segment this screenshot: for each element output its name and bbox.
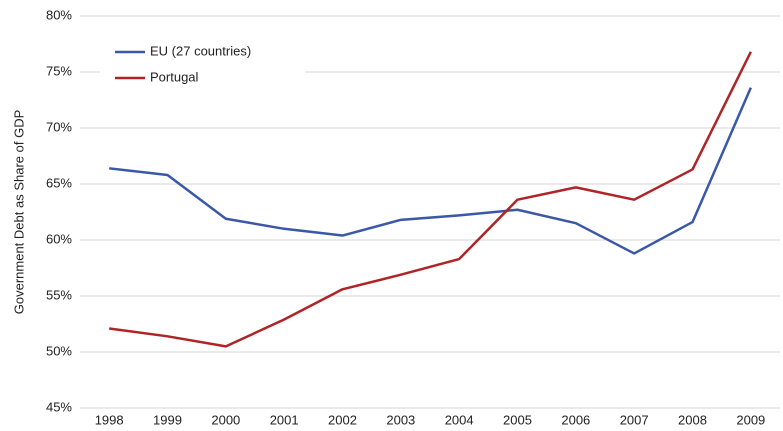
legend: EU (27 countries) Portugal	[100, 36, 305, 94]
x-tick-label: 2005	[503, 412, 532, 427]
y-tick-label: 55%	[46, 287, 72, 302]
legend-label: Portugal	[150, 69, 199, 84]
x-tick-label: 2007	[620, 412, 649, 427]
y-axis-label: Government Debt as Share of GDP	[11, 110, 26, 314]
x-tick-label: 2001	[270, 412, 299, 427]
y-tick-label: 70%	[46, 119, 72, 134]
x-tick-label: 2000	[211, 412, 240, 427]
x-tick-label: 1998	[95, 412, 124, 427]
x-tick-label: 1999	[153, 412, 182, 427]
x-tick-label: 2002	[328, 412, 357, 427]
y-tick-label: 45%	[46, 399, 72, 414]
data-line	[109, 87, 752, 255]
y-tick-label: 65%	[46, 175, 72, 190]
y-tick-label: 80%	[46, 7, 72, 22]
y-tick-label: 50%	[46, 343, 72, 358]
x-tick-label: 2009	[736, 412, 765, 427]
y-tick-label: 75%	[46, 63, 72, 78]
x-tick-label: 2004	[445, 412, 474, 427]
x-tick-label: 2006	[561, 412, 590, 427]
data-line	[109, 51, 752, 348]
legend-label: EU (27 countries)	[150, 43, 251, 58]
x-tick-label: 2003	[386, 412, 415, 427]
y-tick-label: 60%	[46, 231, 72, 246]
x-tick-label: 2008	[678, 412, 707, 427]
legend-box	[100, 36, 305, 94]
